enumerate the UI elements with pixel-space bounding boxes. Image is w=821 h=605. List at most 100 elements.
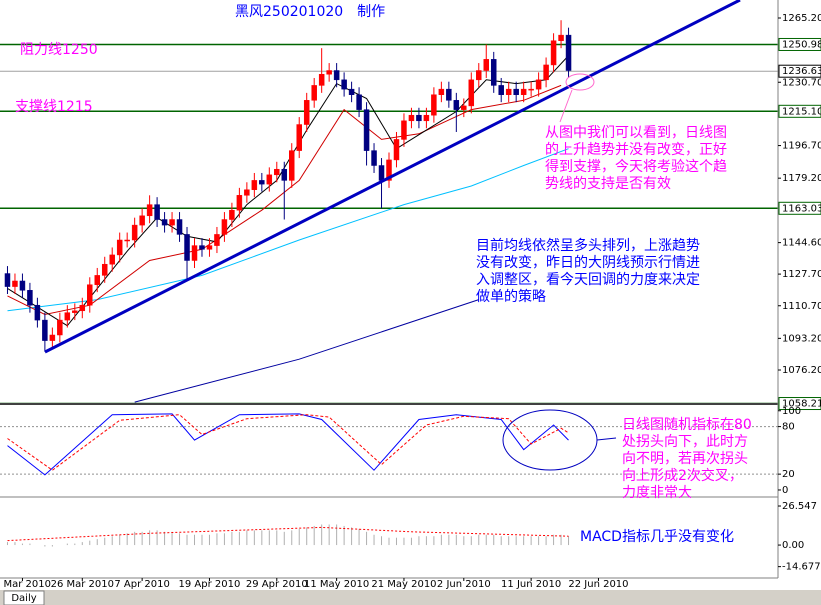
candle-body: [251, 180, 258, 190]
candle-body: [363, 109, 370, 151]
candle-body: [34, 304, 41, 321]
candle-body: [558, 34, 564, 41]
candle-body: [146, 204, 153, 217]
candle-body: [386, 159, 392, 181]
histogram-bar: [463, 536, 465, 546]
candle-body: [94, 275, 100, 285]
histogram-bar: [231, 531, 233, 546]
histogram-bar: [21, 543, 23, 546]
histogram-bar: [126, 533, 128, 546]
candle-body: [214, 234, 220, 246]
current-price-label: 1236.63: [782, 66, 821, 77]
x-tick-label: 2 Jun 2010: [437, 579, 491, 590]
histogram-bar: [373, 534, 375, 546]
y-tick-label: 1179.20: [782, 173, 821, 184]
annotation-line: 势线的支持是否有效: [545, 176, 671, 192]
histogram-bar: [276, 530, 278, 546]
y-tick-label: 1110.70: [782, 301, 821, 312]
histogram-bar: [306, 527, 308, 546]
macd-note: MACD指标几乎没有变化: [580, 529, 734, 545]
highlight-ellipse: [565, 73, 595, 91]
histogram-bar: [515, 536, 517, 546]
histogram-bar: [403, 537, 405, 546]
candle-body: [131, 224, 138, 241]
histogram-bar: [568, 536, 570, 546]
candle-body: [446, 88, 452, 101]
histogram-bar: [343, 525, 345, 546]
candle-body: [176, 219, 183, 235]
candle-body: [490, 59, 497, 86]
candle-body: [348, 88, 355, 95]
histogram-bar: [119, 534, 121, 546]
candle-body: [109, 254, 115, 265]
y-tick-label: 1093.20: [782, 333, 821, 344]
signal-line: [7, 526, 569, 542]
histogram-bar: [96, 539, 98, 546]
candle-body: [101, 263, 108, 276]
histogram-bar: [261, 530, 263, 546]
histogram-bar: [358, 528, 360, 546]
moving-average: [7, 148, 569, 312]
histogram-bar: [538, 536, 540, 546]
y-tick-label: 20: [782, 469, 795, 480]
candle-body: [199, 245, 205, 250]
candle-body: [191, 245, 198, 261]
candle-body: [461, 105, 467, 110]
y-tick-label: 1127.70: [782, 269, 821, 280]
candle-body: [565, 34, 572, 71]
candle-body: [281, 168, 288, 181]
x-tick-label: 21 May 2010: [371, 579, 436, 590]
candle-body: [476, 70, 482, 81]
y-tick-label: 1196.70: [782, 141, 821, 152]
x-tick-label: 7 Apr 2010: [114, 579, 169, 590]
histogram-bar: [246, 530, 248, 546]
candle-body: [139, 215, 145, 226]
x-tick-label: 29 Apr 2010: [246, 579, 308, 590]
price-line-label-box: [778, 397, 821, 411]
annotation-line: 没有改变，昨日的大阴线预示行情进: [476, 255, 700, 271]
x-tick-label: 19 Apr 2010: [179, 579, 241, 590]
annotation-line: 向不明，若再次拐头: [622, 451, 748, 467]
timeframe-tab[interactable]: [3, 590, 45, 605]
histogram-bar: [74, 543, 76, 546]
histogram-bar: [328, 524, 330, 546]
histogram-bar: [485, 534, 487, 546]
histogram-bar: [351, 527, 353, 546]
timeframe-tab-label[interactable]: Daily: [11, 593, 36, 604]
candle-body: [453, 100, 460, 110]
histogram-bar: [410, 537, 412, 546]
y-tick-label: 0.00: [782, 540, 804, 551]
histogram-bar: [149, 530, 151, 546]
candle-body: [416, 114, 422, 122]
price-line-label: 1058.21: [782, 399, 821, 410]
x-tick-label: 26 Mar 2010: [51, 579, 114, 590]
support-trend-line: [44, 0, 741, 354]
candle-body: [27, 290, 33, 306]
candle-body: [12, 280, 18, 287]
candle-body: [423, 114, 430, 122]
histogram-bar: [545, 536, 547, 546]
candle-body: [535, 79, 542, 90]
histogram-bar: [500, 536, 502, 546]
price-line-label: 1163.03: [782, 203, 821, 214]
histogram-bar: [194, 534, 195, 546]
histogram-bar: [283, 531, 285, 546]
histogram-bar: [448, 534, 450, 546]
histogram-bar: [223, 533, 225, 546]
histogram-bar: [104, 537, 106, 546]
histogram-bar: [478, 534, 480, 546]
histogram-bar: [336, 524, 338, 546]
candle-body: [483, 59, 489, 71]
annotation-line: 的上升趋势并没有改变，正好: [545, 142, 727, 158]
candle-body: [431, 94, 437, 116]
histogram-bar: [29, 543, 31, 546]
y-tick-label: 1144.60: [782, 238, 821, 249]
y-tick-label: 1265.20: [782, 13, 821, 24]
candle-body: [206, 245, 213, 250]
histogram-bar: [179, 533, 181, 546]
histogram-bar: [553, 534, 555, 546]
y-tick-label: 1076.20: [782, 365, 821, 376]
annotation-line: 力度非常大: [622, 485, 692, 501]
candle-body: [236, 195, 243, 211]
